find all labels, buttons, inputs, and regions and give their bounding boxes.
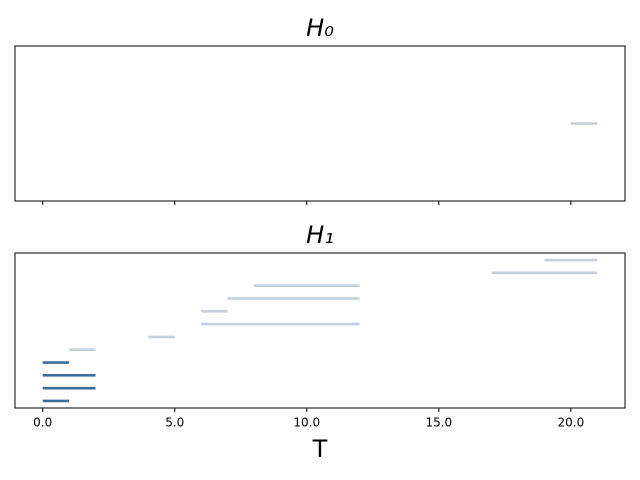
subplot-title: H₀ (306, 14, 334, 42)
x-tick-label: 0.0 (33, 416, 52, 430)
subplot-title: H₁ (306, 221, 334, 249)
plot-frame (14, 45, 626, 202)
x-tick-label: 20.0 (558, 416, 585, 430)
x-tick-label: 5.0 (165, 416, 184, 430)
x-tick-label: 10.0 (293, 416, 320, 430)
x-tick-label: 15.0 (425, 416, 452, 430)
plot-frame (14, 252, 626, 409)
x-axis-label: T (312, 435, 328, 463)
